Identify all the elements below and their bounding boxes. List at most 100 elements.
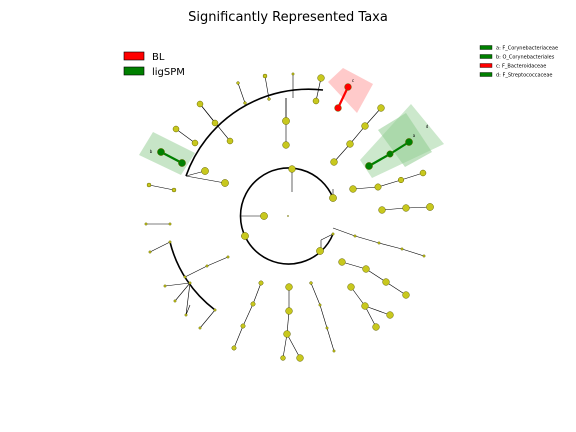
tree-edge <box>364 305 391 316</box>
tree-node <box>243 101 247 105</box>
tree-edge <box>206 256 229 267</box>
tree-node <box>221 179 229 187</box>
clade-letter-a: a <box>413 133 416 138</box>
biomarker-swatch-c <box>479 63 493 68</box>
tree-edge <box>377 179 402 188</box>
tree-node <box>240 323 246 329</box>
legend-swatch-bl <box>123 51 145 61</box>
tree-edge <box>405 206 431 209</box>
biomarker-swatch-b <box>479 54 493 59</box>
tree-node <box>346 140 354 148</box>
tree-node <box>283 330 291 338</box>
tree-node <box>168 240 172 244</box>
legend-label-bl: BL <box>152 52 165 63</box>
clade-letter-c: c <box>352 78 354 83</box>
tree-node <box>211 119 219 127</box>
tree-node <box>173 299 177 303</box>
tree-node <box>374 183 382 191</box>
tree-node <box>402 204 410 212</box>
tree-edge <box>365 268 387 283</box>
tree-edge <box>310 282 321 306</box>
clade-letters: a b c d <box>150 78 429 154</box>
tree-node <box>386 311 394 319</box>
group-legend: BL ligSPM <box>123 51 185 78</box>
biomarker-label-b: b: O_Corynebacteriales <box>496 55 555 61</box>
tree-node <box>378 206 386 214</box>
tree-node <box>172 125 180 133</box>
tree-node <box>282 141 290 149</box>
tree-node <box>422 254 426 258</box>
tree-node <box>362 265 370 273</box>
tree-node <box>419 169 427 177</box>
tree-node <box>377 104 385 112</box>
tree-edge <box>286 333 301 359</box>
tree-node <box>282 117 290 125</box>
tree-node <box>402 291 410 299</box>
biomarker-node-ligspm <box>405 138 413 146</box>
tree-edge <box>315 77 322 102</box>
tree-edge <box>354 235 380 244</box>
tree-node <box>262 73 268 79</box>
tree-edge <box>149 241 171 253</box>
tree-node <box>280 355 286 361</box>
tree-node <box>382 278 390 286</box>
tree-node <box>349 185 357 193</box>
tree-node <box>241 232 249 240</box>
outer-ring-arc-top <box>185 88 324 177</box>
biomarker-node-bl <box>334 104 342 112</box>
tree-node <box>163 284 167 288</box>
tree-edge <box>401 248 425 257</box>
tree-node <box>426 203 434 211</box>
tree-node <box>296 354 304 362</box>
tree-node <box>329 194 337 202</box>
tree-node <box>347 283 355 291</box>
tree-node <box>400 247 404 251</box>
tree-node <box>331 232 335 236</box>
tree-edge <box>319 304 328 329</box>
tree-edge <box>282 333 288 359</box>
tree-node <box>198 326 202 330</box>
tree-edge <box>233 325 244 349</box>
biomarker-swatch-d <box>479 72 493 77</box>
tree-node <box>226 255 230 259</box>
tree-node <box>201 167 209 175</box>
biomarker-label-c: c: F_Bacteroidaceae <box>496 64 546 70</box>
tree-node <box>291 72 295 76</box>
tree-edge <box>199 309 216 329</box>
inner-ring-arc <box>239 167 334 265</box>
tree-node <box>196 100 204 108</box>
tree-branches <box>169 88 334 311</box>
tree-node <box>318 303 322 307</box>
tree-node <box>288 165 296 173</box>
biomarker-branch-b2 <box>368 153 391 167</box>
tree-edge <box>381 207 407 211</box>
tree-node <box>188 281 192 285</box>
tree-edge <box>286 310 290 335</box>
tree-edge <box>174 282 191 302</box>
tree-node <box>361 302 369 310</box>
biomarker-swatch-a <box>479 45 493 50</box>
tree-edge <box>349 125 366 145</box>
tree-nodes <box>144 72 434 362</box>
biomarker-label-d: d: F_Streptococcaceae <box>496 73 553 79</box>
tree-edge <box>185 282 191 316</box>
tree-node <box>330 158 338 166</box>
tree-node <box>377 241 381 245</box>
tree-node <box>267 97 271 101</box>
tree-edge <box>184 265 208 278</box>
tree-edge <box>350 286 366 307</box>
biomarker-legend: a: F_Corynebacteriaceae b: O_Corynebacte… <box>479 45 558 79</box>
tree-node <box>332 349 336 353</box>
tree-edge <box>341 261 367 270</box>
clade-highlight-b <box>139 132 195 175</box>
tree-edge <box>264 75 270 100</box>
biomarker-node-ligspm <box>365 162 373 170</box>
legend-label-ligspm: ligSPM <box>152 67 185 78</box>
figure-title: Significantly Represented Taxa <box>188 10 388 25</box>
tree-node <box>144 222 148 226</box>
tree-edge <box>332 227 356 237</box>
tree-edge <box>185 304 191 316</box>
clade-highlight-c <box>328 68 373 113</box>
tree-edge <box>252 282 262 305</box>
